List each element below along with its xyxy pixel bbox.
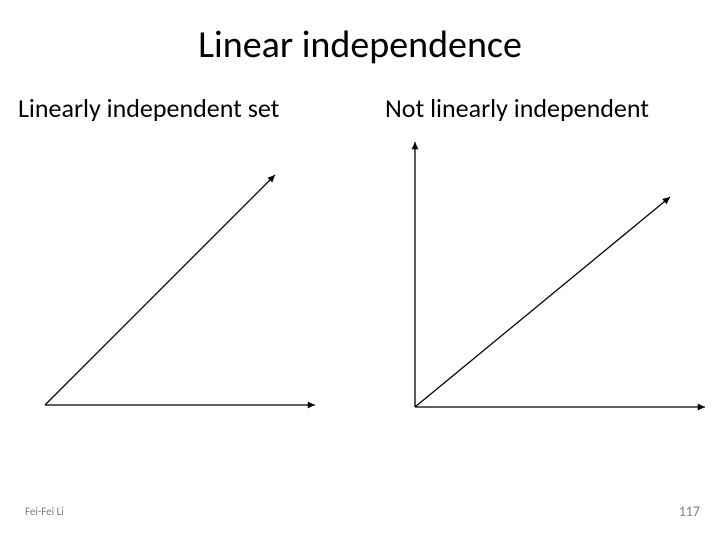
left-diagram [30, 160, 330, 420]
footer-author: Fei-Fei Li [25, 505, 64, 518]
slide: Linear independence Linearly independent… [0, 0, 720, 540]
slide-title: Linear independence [0, 22, 720, 68]
right-subtitle: Not linearly independent [385, 92, 649, 124]
footer-page-number: 117 [679, 503, 700, 520]
right-diagram [395, 135, 715, 425]
left-subtitle: Linearly independent set [18, 92, 279, 124]
